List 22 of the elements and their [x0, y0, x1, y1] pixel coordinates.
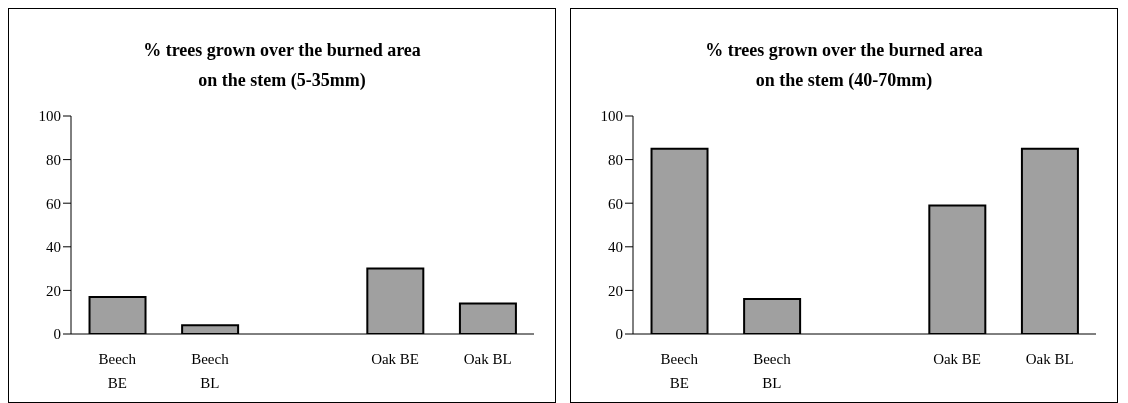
chart-title: % trees grown over the burned area on the stem (5-35mm)	[142, 39, 422, 92]
x-tick-label: Beech BL	[753, 351, 792, 391]
x-tick-label: Oak BL	[1025, 351, 1074, 367]
y-tick-label: 100	[600, 108, 623, 125]
x-tick-label: Beech BE	[660, 351, 699, 391]
chart-title: % trees grown over the burned area on the stem (40-70mm)	[704, 39, 984, 92]
x-tick-label: Oak BL	[463, 351, 512, 367]
y-tick-label: 0	[53, 326, 61, 343]
x-tick-label: Oak BE	[933, 351, 982, 367]
x-tick-label: Beech BE	[98, 351, 137, 391]
x-tick-label: Oak BE	[371, 351, 420, 367]
y-tick-label: 60	[46, 195, 61, 212]
y-tick-label: 20	[608, 282, 623, 299]
y-tick-label: 80	[46, 151, 61, 168]
y-tick-label: 60	[608, 195, 623, 212]
y-tick-label: 40	[46, 239, 61, 256]
y-tick-label: 80	[608, 151, 623, 168]
y-tick-label: 40	[608, 239, 623, 256]
y-tick-label: 100	[38, 108, 61, 125]
y-tick-label: 20	[46, 282, 61, 299]
y-tick-label: 0	[615, 326, 623, 343]
x-tick-label: Beech BL	[191, 351, 230, 391]
